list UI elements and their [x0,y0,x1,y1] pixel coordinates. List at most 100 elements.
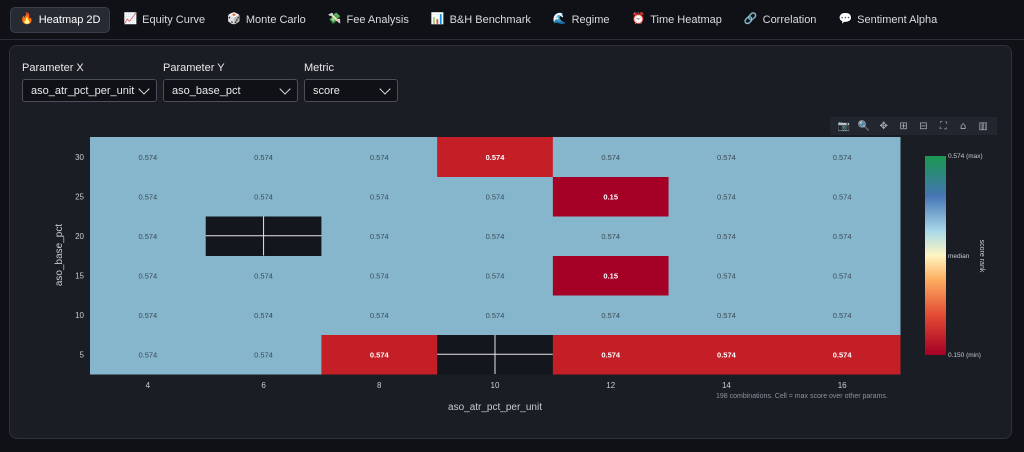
heatmap-cell[interactable] [552,334,670,375]
heatmap-cell[interactable] [552,216,670,256]
heatmap-cell[interactable] [552,295,670,335]
heatmap-cell[interactable] [668,137,785,177]
heatmap-cell[interactable] [784,137,901,177]
autoscale-icon[interactable]: ⛶ [939,120,947,132]
pan-icon[interactable]: ✥ [879,120,888,132]
cell-value-label: 0.574 [833,153,852,162]
heatmap-cell[interactable] [205,137,322,177]
cell-value-label: 0.574 [486,153,506,162]
heatmap-cell[interactable] [668,334,785,375]
reset-home-icon[interactable]: ⌂ [960,120,967,132]
heatmap-cell[interactable] [90,137,207,177]
cell-value-label: 0.574 [717,153,736,162]
heatmap-cell[interactable] [784,295,901,335]
cell-value-label: 0.574 [601,232,620,241]
colorbar-title: score rank [978,240,985,273]
cell-value-label: 0.574 [254,350,273,359]
param-y-select[interactable]: aso_base_pct [163,79,298,102]
tab-regime[interactable]: 🌊 Regime [544,7,619,33]
heatmap-cell[interactable] [321,216,438,256]
colorbar-max-label: 0.574 (max) [948,153,983,160]
tab-equity-curve[interactable]: 📈 Equity Curve [114,7,214,33]
zoom-out-icon[interactable]: ⊟ [919,120,928,132]
heatmap-cell[interactable] [205,334,322,375]
zoom-icon[interactable]: 🔍 [857,120,871,132]
camera-icon[interactable]: 📷 [837,120,851,132]
cell-value-label: 0.574 [833,271,852,280]
cell-value-label: 0.574 [717,271,736,280]
heatmap-cell[interactable] [552,176,670,217]
dice-icon: 🎲 [227,13,241,25]
heatmap-cell[interactable] [321,137,438,177]
heatmap-cell[interactable] [90,216,207,256]
cell-value-label: 0.574 [138,350,157,359]
heatmap-cell[interactable] [90,255,207,296]
tab-correlation[interactable]: 🔗 Correlation [735,7,826,33]
cell-value-label: 0.574 [370,153,389,162]
x-tick-label: 8 [377,381,382,390]
cell-value-label: 0.574 [717,350,737,359]
heatmap-cell[interactable] [552,255,670,296]
tab-fee-analysis[interactable]: 💸 Fee Analysis [319,7,418,33]
heatmap-cell[interactable] [90,176,207,217]
heatmap-cell[interactable] [437,255,554,296]
cell-value-label: 0.574 [486,192,505,201]
heatmap-cell[interactable] [437,176,554,217]
tab-label: Time Heatmap [650,13,722,26]
x-tick-label: 6 [261,381,266,390]
heatmap-cell[interactable] [205,295,322,335]
heatmap-cell[interactable] [90,295,207,335]
heatmap-cell[interactable] [552,137,670,177]
heatmap-cell[interactable] [321,295,438,335]
heatmap-cell[interactable] [784,216,901,256]
heatmap-cell[interactable] [668,216,785,256]
heatmap-cell[interactable] [321,255,438,296]
metric-select[interactable]: score [304,79,398,102]
cell-value-label: 0.574 [254,311,273,320]
tab-label: Monte Carlo [245,13,306,26]
heatmap-cell[interactable] [205,176,322,217]
tab-heatmap-2d[interactable]: 🔥 Heatmap 2D [10,6,111,33]
x-tick-label: 10 [491,381,500,390]
param-y-value: aso_base_pct [172,84,241,97]
tab-monte-carlo[interactable]: 🎲 Monte Carlo [218,7,315,33]
param-x-label: Parameter X [22,62,84,74]
heatmap-cell[interactable] [668,176,785,217]
heatmap-cell[interactable] [321,176,438,217]
wave-icon: 🌊 [552,13,567,25]
heatmap-cell[interactable] [784,255,901,296]
tab-sentiment-alpha[interactable]: 💬 Sentiment Alpha [829,7,946,33]
heatmap-cell[interactable] [437,295,554,335]
y-tick-label: 15 [75,271,84,280]
tab-bar: 🔥 Heatmap 2D 📈 Equity Curve 🎲 Monte Carlo 💸 Fee… [0,0,1024,40]
cell-value-label: 0.574 [138,311,157,320]
cell-value-label: 0.574 [486,271,505,280]
tab-b-h-benchmark[interactable]: 📊 B&H Benchmark [422,7,540,33]
cell-value-label: 0.574 [370,192,389,201]
zoom-in-icon[interactable]: ⊞ [899,120,908,132]
metric-value: score [313,84,340,97]
heatmap-cell[interactable] [205,255,322,296]
plotly-logo-icon[interactable]: ▥ [978,120,988,132]
param-x-value: aso_atr_pct_per_unit [31,84,135,97]
cell-value-label: 0.574 [370,271,389,280]
cell-value-label: 0.574 [254,271,273,280]
tab-label: Fee Analysis [346,13,409,26]
heatmap-cell[interactable] [668,255,785,296]
heatmap-cell[interactable] [784,334,901,375]
combinations-note: 198 combinations. Cell = max score over … [716,393,888,400]
metric-label: Metric [304,62,334,74]
heatmap-cell[interactable] [437,137,554,177]
heatmap-cell[interactable] [90,334,207,375]
fire-icon: 🔥 [20,13,34,25]
tab-label: Regime [571,13,610,26]
cell-value-label: 0.574 [486,311,505,320]
heatmap-cell[interactable] [321,334,438,375]
heatmap-cell[interactable] [784,176,901,217]
param-x-select[interactable]: aso_atr_pct_per_unit [22,79,157,102]
speech-icon: 💬 [838,13,853,25]
heatmap-cell[interactable] [668,295,785,335]
heatmap-cell[interactable] [437,216,554,256]
tab-time-heatmap[interactable]: ⏰ Time Heatmap [622,7,730,33]
cell-value-label: 0.574 [138,271,157,280]
